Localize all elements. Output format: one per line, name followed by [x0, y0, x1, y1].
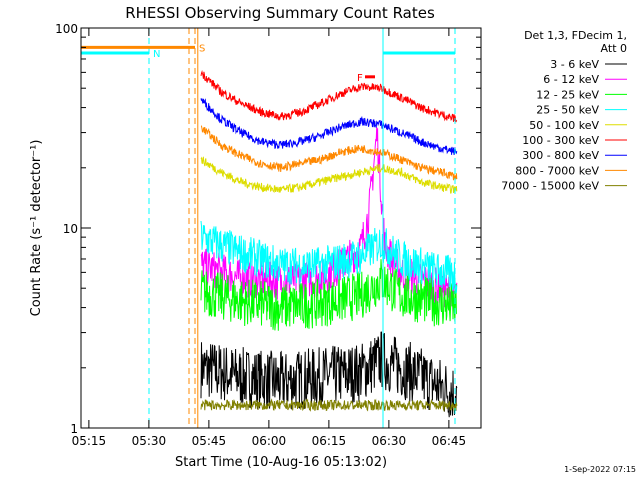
flag-label-3: F: [357, 73, 363, 84]
legend-label-2: 12 - 25 keV: [536, 88, 599, 101]
y-tick-label-2: 100: [55, 22, 78, 36]
series-line-7: [200, 125, 458, 181]
series-line-6: [200, 98, 458, 155]
x-tick-label-6: 06:45: [432, 434, 467, 448]
series-line-0: [200, 331, 458, 418]
x-axis-ticks: 05:15 05:30 05:45 06:00 06:15 06:30 06:45: [72, 28, 467, 448]
legend-label-4: 50 - 100 keV: [529, 119, 599, 132]
series-line-4: [200, 156, 458, 194]
legend-label-7: 800 - 7000 keV: [515, 164, 599, 177]
legend-label-0: 3 - 6 keV: [550, 58, 599, 71]
legend-label-1: 6 - 12 keV: [543, 73, 599, 86]
legend-header-1: Att 0: [601, 42, 627, 55]
x-tick-label-2: 05:45: [192, 434, 227, 448]
series-line-8: [200, 398, 458, 413]
chart-title: RHESSI Observing Summary Count Rates: [125, 4, 435, 22]
flag-label-0: S: [199, 43, 205, 54]
legend-label-8: 7000 - 15000 keV: [501, 180, 599, 193]
series-line-5: [200, 69, 458, 123]
x-tick-label-1: 05:30: [132, 434, 167, 448]
flag-label-1: N: [153, 49, 160, 60]
x-tick-label-0: 05:15: [72, 434, 107, 448]
y-tick-label-0: 1: [70, 422, 78, 436]
legend-label-5: 100 - 300 keV: [522, 134, 599, 147]
series-line-3: [200, 220, 458, 293]
legend-header-0: Det 1,3, FDecim 1,: [524, 29, 627, 42]
series-layer: [200, 69, 458, 418]
y-axis-label: Count Rate (s⁻¹ detector⁻¹): [29, 140, 44, 317]
series-line-2: [200, 259, 457, 331]
x-tick-label-5: 06:30: [372, 434, 407, 448]
x-tick-label-4: 06:15: [312, 434, 347, 448]
legend-label-6: 300 - 800 keV: [522, 149, 599, 162]
legend: Det 1,3, FDecim 1,Att 03 - 6 keV 6 - 12 k…: [501, 29, 627, 193]
x-axis-label: Start Time (10-Aug-16 05:13:02): [175, 455, 387, 470]
footer-timestamp: 1-Sep-2022 07:15: [564, 465, 636, 474]
y-tick-label-1: 10: [63, 222, 78, 236]
x-tick-label-3: 06:00: [252, 434, 287, 448]
legend-label-3: 25 - 50 keV: [536, 104, 599, 117]
y-axis-ticks: 1 10 100: [55, 22, 481, 436]
overlay-layer: S N F: [81, 28, 456, 428]
